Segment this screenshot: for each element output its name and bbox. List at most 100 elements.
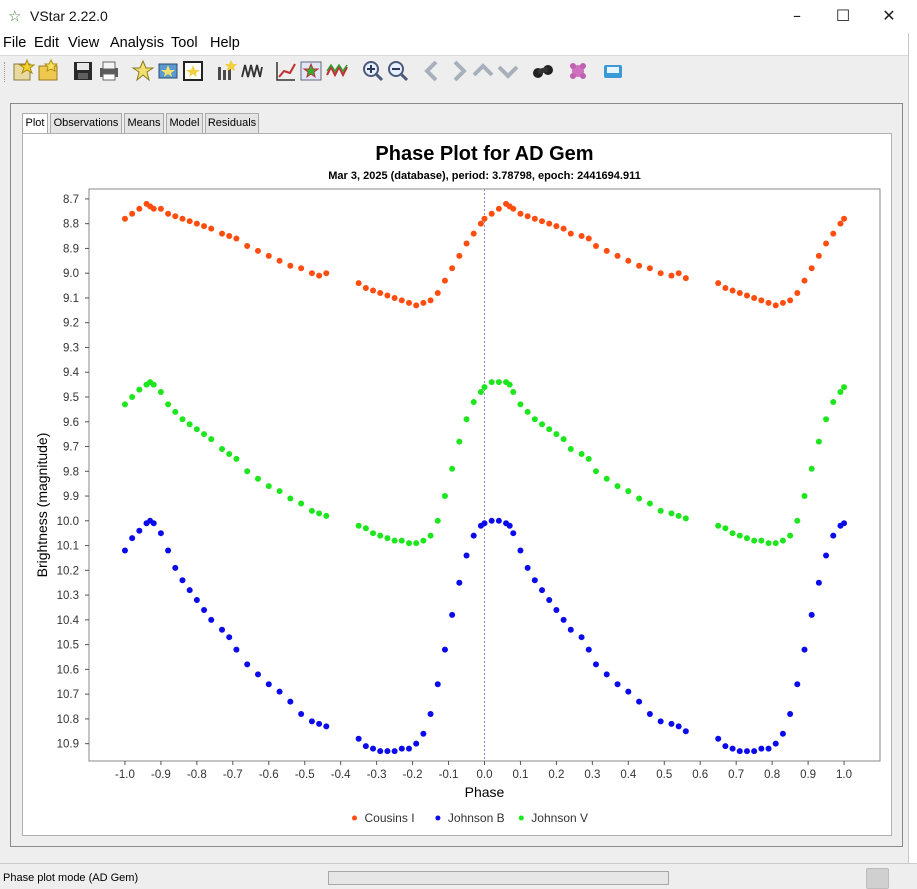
print-icon[interactable] — [97, 59, 121, 83]
zoom-out-icon[interactable] — [386, 59, 410, 83]
data-point — [308, 507, 315, 514]
observation-details-icon[interactable] — [156, 59, 180, 83]
data-point — [510, 389, 517, 396]
data-point — [265, 483, 272, 490]
menu-tool[interactable]: Tool — [171, 35, 198, 51]
menu-analysis[interactable]: Analysis — [110, 35, 164, 51]
data-point — [823, 552, 830, 559]
stop-button[interactable] — [866, 868, 889, 889]
star-icon: ☆ — [8, 7, 22, 25]
data-point — [316, 272, 323, 279]
data-point — [398, 297, 405, 304]
data-point — [524, 564, 531, 571]
data-point — [524, 408, 531, 415]
data-point — [603, 671, 610, 678]
data-point — [675, 270, 682, 277]
data-point — [592, 468, 599, 475]
polynomial-fit-icon[interactable] — [299, 59, 323, 83]
new-star-icon[interactable] — [12, 59, 36, 83]
zoom-in-icon[interactable] — [361, 59, 385, 83]
data-point — [481, 520, 488, 527]
data-point — [287, 262, 294, 269]
data-point — [614, 252, 621, 259]
data-point — [758, 537, 765, 544]
tab-means[interactable]: Means — [124, 113, 164, 133]
data-point — [287, 698, 294, 705]
pan-left-icon[interactable] — [421, 59, 445, 83]
x-tick-label: -0.4 — [331, 769, 351, 781]
data-point — [420, 537, 427, 544]
data-point — [524, 213, 531, 220]
data-point — [172, 564, 179, 571]
plugin-icon[interactable] — [566, 59, 590, 83]
tab-model[interactable]: Model — [166, 113, 203, 133]
data-point — [208, 616, 215, 623]
data-point — [815, 252, 822, 259]
data-point — [531, 215, 538, 222]
data-point — [449, 265, 456, 272]
data-point — [823, 416, 830, 423]
x-tick-label: 0.4 — [620, 769, 637, 781]
data-point — [226, 233, 233, 240]
data-point — [449, 611, 456, 618]
data-point — [567, 626, 574, 633]
data-point — [787, 532, 794, 539]
progress-bar — [328, 871, 669, 885]
plot-area[interactable]: Phase Plot for AD Gem Mar 3, 2025 (databa… — [22, 133, 892, 836]
data-point — [636, 495, 643, 502]
toolbar-grip[interactable] — [4, 62, 7, 82]
data-point — [546, 597, 553, 604]
background-window-edge — [908, 33, 917, 863]
data-point — [592, 661, 599, 668]
x-tick-label: -0.6 — [259, 769, 279, 781]
filter-icon[interactable] — [181, 59, 205, 83]
menu-file[interactable]: File — [3, 35, 27, 51]
mean-icon[interactable] — [215, 59, 239, 83]
open-file-icon[interactable] — [37, 59, 61, 83]
y-tick-label: 10.8 — [57, 714, 79, 726]
data-point — [316, 720, 323, 727]
maximize-button[interactable]: ☐ — [835, 6, 851, 25]
data-point — [751, 537, 758, 544]
close-button[interactable]: ✕ — [882, 6, 896, 25]
data-point — [308, 270, 315, 277]
tool-icon[interactable] — [601, 59, 625, 83]
menu-edit[interactable]: Edit — [34, 35, 59, 51]
model-icon[interactable] — [325, 59, 349, 83]
time-series-icon[interactable] — [240, 59, 264, 83]
pan-down-icon[interactable] — [496, 59, 520, 83]
data-point — [420, 730, 427, 737]
data-point — [226, 634, 233, 641]
save-icon[interactable] — [71, 59, 95, 83]
tab-observations[interactable]: Observations — [50, 113, 122, 133]
binoculars-icon[interactable] — [531, 59, 555, 83]
phase-plot-chart[interactable]: Phase Plot for AD Gem Mar 3, 2025 (databa… — [23, 134, 891, 835]
pan-up-icon[interactable] — [471, 59, 495, 83]
data-point — [808, 611, 815, 618]
data-point — [801, 646, 808, 653]
data-point — [121, 401, 128, 408]
y-tick-label: 8.8 — [63, 219, 79, 231]
tab-plot[interactable]: Plot — [22, 113, 48, 134]
pan-right-icon[interactable] — [446, 59, 470, 83]
data-point — [517, 547, 524, 554]
data-point — [636, 262, 643, 269]
data-point — [531, 416, 538, 423]
data-point — [172, 408, 179, 415]
menu-view[interactable]: View — [68, 35, 100, 51]
data-point — [481, 384, 488, 391]
data-point — [715, 735, 722, 742]
info-icon[interactable] — [131, 59, 155, 83]
tab-residuals[interactable]: Residuals — [205, 113, 259, 133]
data-point — [729, 745, 736, 752]
data-point — [481, 215, 488, 222]
minimize-button[interactable]: – — [793, 6, 801, 25]
data-point — [765, 299, 772, 306]
data-point — [398, 537, 405, 544]
data-point — [837, 389, 844, 396]
data-point — [384, 292, 391, 299]
data-point — [362, 525, 369, 532]
phase-plot-icon[interactable] — [274, 59, 298, 83]
data-point — [517, 210, 524, 217]
menu-help[interactable]: Help — [210, 35, 240, 51]
